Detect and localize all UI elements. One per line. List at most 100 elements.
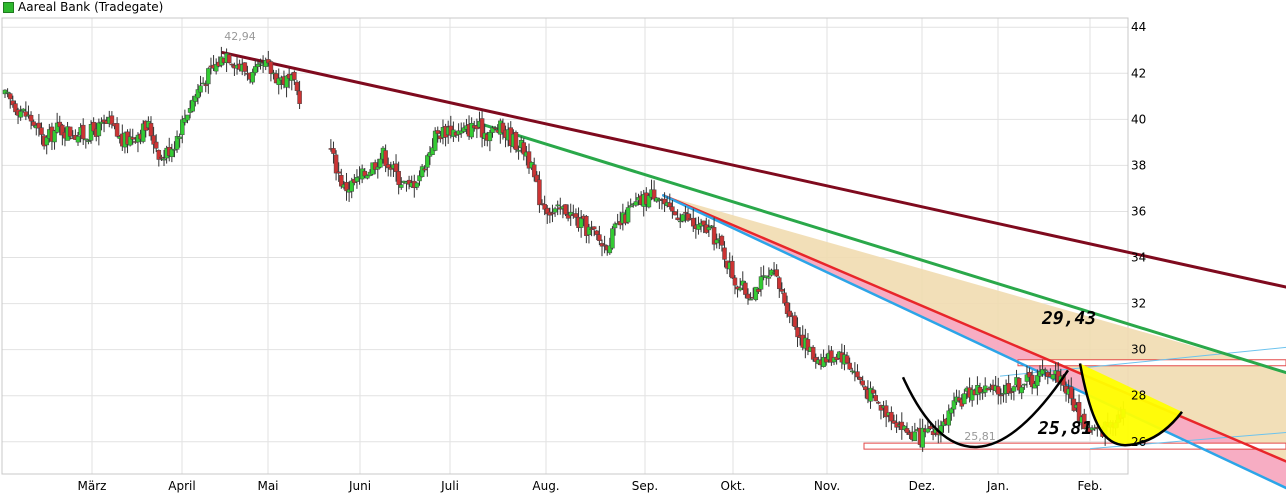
candle-down [847,362,852,370]
y-tick-label: 32 [1131,297,1146,311]
candle-down [998,394,1004,397]
candle-down [732,277,738,286]
candle-down [711,227,717,245]
candle-down [294,81,300,91]
candle-down [362,170,368,177]
candle-down [1016,378,1022,391]
candle-down [787,310,792,317]
candle-up [737,287,743,291]
y-tick-label: 30 [1131,343,1146,357]
plot-frame [1,17,1129,475]
candle-up [490,127,495,133]
candle-down [792,315,798,327]
candle-down [513,132,519,150]
candle-up [706,226,712,231]
candle-down [795,327,800,338]
candle-up [354,177,360,182]
candle-up [709,225,714,227]
candle-down [829,350,834,363]
cup-arc [1078,363,1183,447]
candle-down [396,171,401,185]
candle-up [753,286,759,301]
candle-up [962,393,967,405]
candle-up [54,122,60,133]
candle-up [378,158,383,168]
candle-down [782,292,787,304]
candle-up [920,427,925,448]
labels-layer: 44 42 40 38 36 34 32 30 28 26 März April Mai Juni Juli… [78,20,1147,493]
big-high-annotation: 29,43 [1041,308,1096,329]
candle-up [253,66,258,74]
candle-down [537,179,542,206]
candle-up [646,195,652,208]
y-tick-label: 26 [1131,435,1146,449]
candle-up [868,387,873,402]
trendlines-layer [221,51,1286,490]
candle-down [13,103,18,113]
candle-down [23,111,29,117]
candle-up [180,119,185,136]
candle-down [10,100,16,106]
candle-down [1076,402,1082,422]
candle-down [242,62,248,72]
support-band [863,442,1286,450]
overlay-layer [901,363,1183,449]
candle-down [39,127,44,135]
legend-label: Aareal Bank (Tradegate) [18,0,164,14]
candle-up [1042,369,1048,371]
candle-up [185,114,190,121]
candle-down [372,162,378,170]
candle-down [857,377,863,380]
candle-down [91,121,96,132]
x-tick-label: März [78,479,107,493]
candle-up [20,108,26,112]
candle-up [625,207,631,223]
trendline-blue-support [662,194,1286,490]
candle-down [435,130,441,134]
candle-down [573,213,579,218]
candle-up [419,166,425,178]
candle-down [31,121,36,126]
candle-up [255,63,261,68]
candle-down [500,122,506,133]
candle-down [602,244,607,246]
trendline-long-term-resistance [221,51,1286,289]
x-tick-label: Mai [257,479,278,493]
candle-up [258,62,263,64]
candle-down [1029,374,1035,388]
candle-down [80,124,86,140]
candle-up [198,85,203,93]
trendline-red-resistance [662,194,1286,463]
candle-down [339,175,344,187]
candle-up [83,138,89,141]
candle-down [891,420,897,424]
candle-down [745,293,751,299]
x-tick-label: Feb. [1077,479,1102,493]
candle-down [844,355,850,364]
candle-up [86,140,91,142]
candle-up [349,180,354,192]
candle-down [597,234,602,241]
candle-down [651,189,657,200]
candle-down [7,93,13,100]
candle-up [469,122,474,138]
candle-down [492,127,498,130]
candle-up [177,136,182,139]
candle-down [1082,413,1087,430]
candle-up [417,175,422,182]
candle-up [628,205,633,208]
candle-up [276,78,281,86]
candle-down [226,54,232,63]
candle-up [399,184,404,188]
rounding-bottom-arc [901,369,1070,449]
candle-down [685,213,691,221]
candle-down [870,389,876,394]
candle-up [99,121,104,124]
candle-up [949,408,954,414]
candle-down [406,179,412,185]
x-tick-label: Jan. [986,479,1009,493]
high-annotation: 42,94 [224,30,256,43]
candle-up [169,148,175,158]
candle-up [1022,383,1027,386]
candle-down [996,386,1001,395]
